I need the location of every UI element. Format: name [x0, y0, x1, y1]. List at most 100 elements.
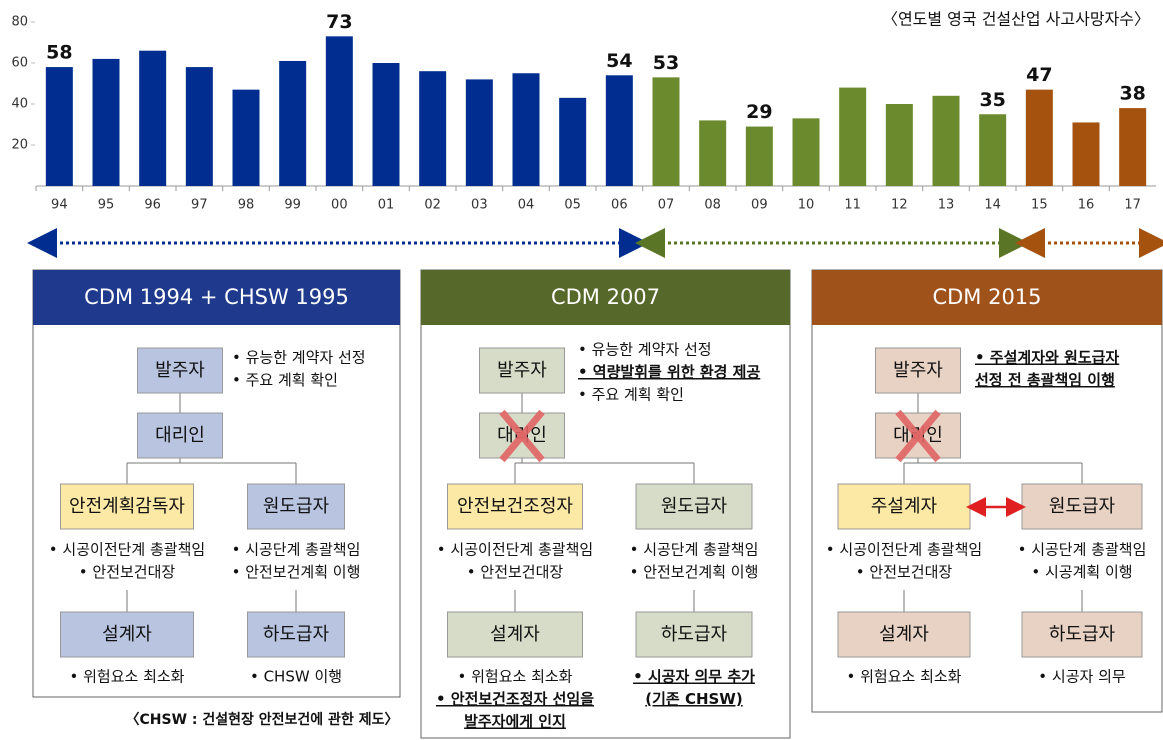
bar — [1119, 108, 1147, 186]
node-label: 원도급자 — [661, 496, 728, 517]
x-tick-label: 97 — [191, 198, 208, 213]
note: • 시공단계 총괄책임 — [1018, 541, 1147, 559]
x-tick-label: 15 — [1031, 198, 1048, 213]
bar — [419, 71, 447, 186]
bar — [932, 95, 960, 186]
bar — [139, 50, 167, 187]
value-label: 47 — [1026, 64, 1052, 86]
bar — [652, 77, 680, 186]
node-label: 하도급자 — [1049, 624, 1116, 645]
note: • 시공단계 총괄책임 — [630, 541, 759, 559]
chart-title: 〈연도별 영국 건설산업 사고사망자수〉 — [882, 10, 1150, 29]
note: • 유능한 계약자 선정 — [578, 341, 712, 359]
bar — [232, 89, 260, 186]
cross — [499, 409, 545, 463]
note: • 시공이전단계 총괄책임 — [826, 541, 982, 559]
value-label: 38 — [1119, 83, 1145, 105]
x-tick-label: 96 — [144, 198, 161, 213]
node-label: 하도급자 — [263, 624, 330, 645]
bar — [745, 126, 773, 186]
note: • 시공자 의무 추가 — [633, 668, 755, 686]
note: • 주요 계획 확인 — [578, 386, 684, 404]
y-tick-label: 80 — [11, 15, 28, 30]
panel-title: CDM 2007 — [551, 285, 660, 309]
note: • 안전보건조정자 선임을 — [436, 690, 594, 708]
x-tick-label: 03 — [471, 198, 488, 213]
x-tick-label: 04 — [518, 198, 535, 213]
note: • 시공자 의무 — [1038, 668, 1126, 686]
node-box — [447, 483, 583, 530]
node-box — [137, 347, 223, 394]
note: • 주요 계획 확인 — [232, 371, 338, 389]
bar — [792, 118, 820, 186]
bar — [185, 67, 213, 186]
note: • 안전보건대장 — [856, 563, 953, 581]
node-box — [837, 483, 971, 530]
bar — [885, 104, 913, 186]
note: • 시공이전단계 총괄책임 — [49, 541, 205, 559]
node-box — [635, 611, 753, 658]
node-label: 설계자 — [879, 624, 929, 645]
node-box — [247, 483, 345, 530]
note: • 시공이전단계 총괄책임 — [437, 541, 593, 559]
node-box — [635, 483, 753, 530]
note: • 주설계자와 원도급자 — [975, 349, 1119, 367]
bar — [325, 36, 353, 186]
node-box — [247, 611, 345, 658]
value-label: 35 — [979, 89, 1005, 111]
bar — [839, 87, 867, 186]
note: • 안전보건대장 — [467, 563, 564, 581]
note: • CHSW 이행 — [250, 668, 342, 686]
node-label: 발주자 — [497, 360, 547, 381]
node-label: 원도급자 — [263, 496, 330, 517]
node-label: 설계자 — [490, 624, 540, 645]
x-tick-label: 13 — [938, 198, 955, 213]
bar — [372, 63, 400, 186]
note: • 유능한 계약자 선정 — [232, 349, 366, 367]
node-box — [60, 611, 194, 658]
node-box — [479, 347, 565, 394]
x-tick-label: 10 — [798, 198, 815, 213]
x-tick-label: 94 — [51, 198, 68, 213]
node-label: 안전보건조정자 — [457, 496, 573, 517]
bar — [45, 67, 73, 186]
panel-title: CDM 1994 + CHSW 1995 — [84, 285, 349, 309]
bar — [605, 75, 633, 186]
bar — [699, 120, 727, 186]
note: • 안전보건계획 이행 — [630, 563, 759, 581]
y-tick-label: 20 — [11, 138, 28, 153]
y-tick-label: 60 — [11, 56, 28, 71]
node-box — [137, 412, 223, 459]
x-tick-label: 09 — [751, 198, 768, 213]
bar — [465, 79, 493, 186]
node-box — [60, 483, 194, 530]
node-label: 하도급자 — [661, 624, 728, 645]
bar — [1072, 122, 1100, 186]
note: • 위험요소 최소화 — [70, 668, 185, 686]
x-tick-label: 12 — [891, 198, 908, 213]
y-tick-label: 40 — [11, 97, 28, 112]
note: • 안전보건대장 — [79, 563, 176, 581]
bar — [559, 97, 587, 186]
note: • 시공단계 총괄책임 — [232, 541, 361, 559]
value-label: 53 — [653, 52, 679, 74]
panel-header — [33, 270, 400, 325]
cross — [895, 409, 941, 463]
node-box — [875, 347, 961, 394]
note: 발주자에게 인지 — [464, 713, 566, 731]
x-tick-label: 05 — [564, 198, 581, 213]
bar — [279, 60, 307, 187]
x-tick-label: 02 — [424, 198, 441, 213]
node-box — [447, 611, 583, 658]
node-label: 발주자 — [155, 360, 205, 381]
bar — [512, 73, 540, 186]
node-label: 발주자 — [893, 360, 943, 381]
x-tick-label: 06 — [611, 198, 628, 213]
note: • 시공계획 이행 — [1031, 563, 1132, 581]
x-tick-label: 00 — [331, 198, 348, 213]
node-label: 원도급자 — [1049, 496, 1116, 517]
note: • 역량발휘를 위한 환경 제공 — [578, 363, 760, 381]
value-label: 54 — [606, 50, 632, 72]
bar — [979, 114, 1007, 186]
